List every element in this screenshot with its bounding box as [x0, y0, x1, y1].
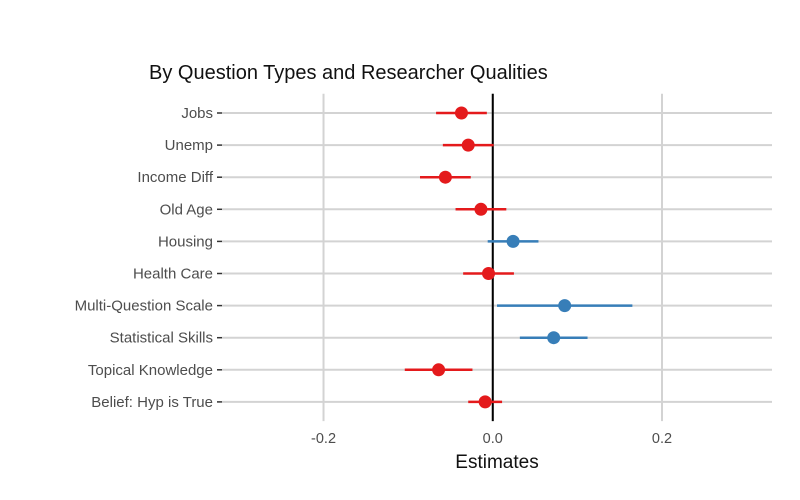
estimate-point: [478, 395, 492, 409]
estimate-point: [454, 106, 468, 120]
category-label: Unemp: [165, 137, 213, 154]
category-label: Health Care: [133, 266, 213, 283]
x-tick-label: -0.2: [311, 431, 336, 447]
x-tick-label: 0.0: [483, 431, 503, 447]
x-axis-label: Estimates: [455, 452, 538, 473]
category-label: Housing: [158, 233, 213, 250]
category-labels: Jobs Unemp Income Diff Old Age Housing Health…: [75, 105, 214, 411]
estimate-point: [547, 331, 561, 345]
category-label: Topical Knowledge: [88, 362, 213, 379]
estimate-point: [432, 363, 446, 377]
grid-layer: [217, 93, 772, 422]
estimate-point: [558, 299, 572, 313]
category-label: Jobs: [181, 105, 213, 122]
marks-layer: [404, 106, 633, 409]
category-label: Old Age: [160, 201, 213, 218]
estimate-point: [461, 138, 475, 152]
x-tick-label: 0.2: [652, 431, 672, 447]
estimate-point: [506, 234, 520, 248]
estimate-point: [482, 267, 496, 280]
x-tick-labels: -0.2 0.0 0.2: [311, 431, 672, 447]
estimate-point: [474, 202, 488, 216]
category-label: Multi-Question Scale: [75, 298, 213, 315]
category-label: Belief: Hyp is True: [91, 394, 213, 411]
category-label: Statistical Skills: [110, 330, 213, 347]
category-label: Income Diff: [137, 169, 213, 186]
chart-title: By Question Types and Researcher Qualiti…: [149, 62, 548, 84]
estimate-point: [438, 170, 452, 184]
